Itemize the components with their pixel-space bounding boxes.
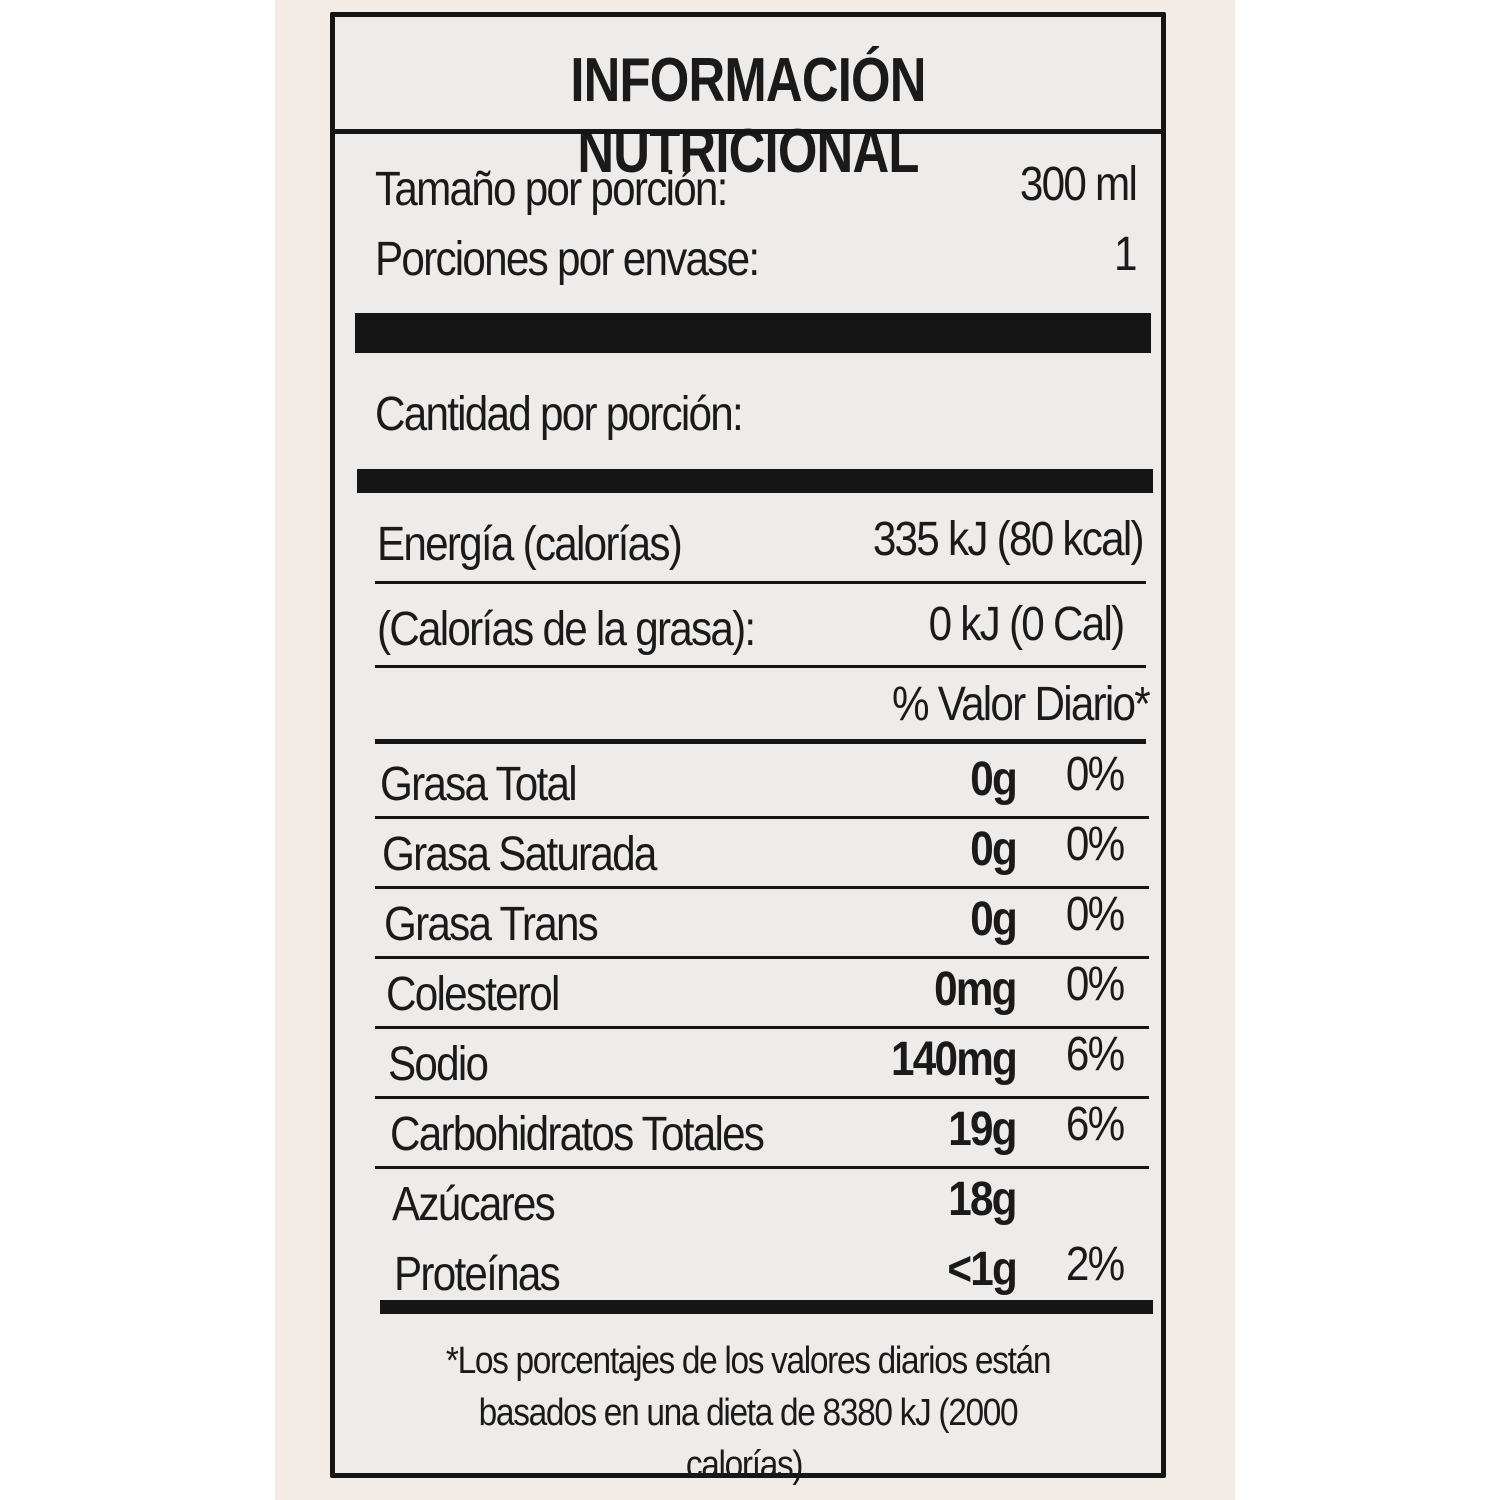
divider: [375, 665, 1146, 668]
nutrient-name: Grasa Trans: [384, 898, 599, 951]
nutrient-amount: <1g: [947, 1243, 1017, 1296]
nutrient-daily-value: 0%: [1065, 818, 1124, 871]
row-divider: [375, 886, 1149, 889]
energy-value: 335 kJ (80 kcal): [873, 513, 1145, 566]
energy-label: Energía (calorías): [377, 518, 683, 571]
thick-divider: [357, 469, 1153, 493]
nutrient-amount: 19g: [948, 1103, 1017, 1156]
nutrient-amount: 0g: [970, 753, 1018, 806]
nutrient-name: Grasa Saturada: [382, 828, 657, 881]
servings-per-container-value: 1: [1114, 228, 1137, 281]
servings-per-container-label: Porciones por envase:: [375, 233, 760, 286]
fat-calories-label: (Calorías de la grasa):: [377, 603, 756, 656]
nutrient-name: Carbohidratos Totales: [390, 1108, 765, 1161]
thick-divider: [355, 313, 1151, 353]
row-divider: [375, 956, 1149, 959]
title-divider: [335, 129, 1161, 134]
nutrient-daily-value: 2%: [1065, 1238, 1124, 1291]
nutrient-name: Azúcares: [392, 1178, 556, 1231]
fat-calories-value: 0 kJ (0 Cal): [928, 598, 1125, 651]
nutrition-facts-label: INFORMACIÓN NUTRICIONAL Tamaño por porci…: [330, 12, 1166, 1486]
nutrient-amount: 140mg: [890, 1033, 1018, 1086]
footnote-line-2: basados en una dieta de 8380 kJ (2000 ca…: [478, 1392, 1019, 1486]
nutrient-name: Colesterol: [386, 968, 560, 1021]
row-divider: [375, 1096, 1149, 1099]
row-divider: [375, 816, 1149, 819]
thick-divider: [380, 1300, 1153, 1314]
nutrient-amount: 18g: [948, 1173, 1017, 1226]
amount-per-serving-label: Cantidad por porción:: [375, 388, 744, 441]
divider: [375, 739, 1146, 744]
serving-size-label: Tamaño por porción:: [375, 163, 728, 216]
serving-size-value: 300 ml: [1019, 158, 1138, 211]
nutrient-daily-value: 0%: [1065, 748, 1124, 801]
footnote: *Los porcentajes de los valores diarios …: [420, 1335, 1076, 1491]
daily-value-header: % Valor Diario*: [892, 678, 1151, 731]
row-divider: [375, 1026, 1149, 1029]
footnote-line-1: *Los porcentajes de los valores diarios …: [445, 1340, 1052, 1382]
nutrient-daily-value: 0%: [1065, 958, 1124, 1011]
nutrient-daily-value: 6%: [1065, 1028, 1124, 1081]
nutrient-daily-value: 6%: [1065, 1098, 1124, 1151]
label-title: INFORMACIÓN NUTRICIONAL: [570, 46, 926, 186]
divider: [375, 581, 1146, 584]
nutrient-amount: 0g: [970, 823, 1018, 876]
nutrient-amount: 0g: [970, 893, 1018, 946]
nutrient-daily-value: 0%: [1065, 888, 1124, 941]
nutrient-name: Sodio: [388, 1038, 489, 1091]
nutrient-name: Proteínas: [394, 1248, 561, 1301]
nutrient-name: Grasa Total: [380, 758, 578, 811]
nutrient-amount: 0mg: [934, 963, 1017, 1016]
row-divider: [375, 1166, 1149, 1169]
